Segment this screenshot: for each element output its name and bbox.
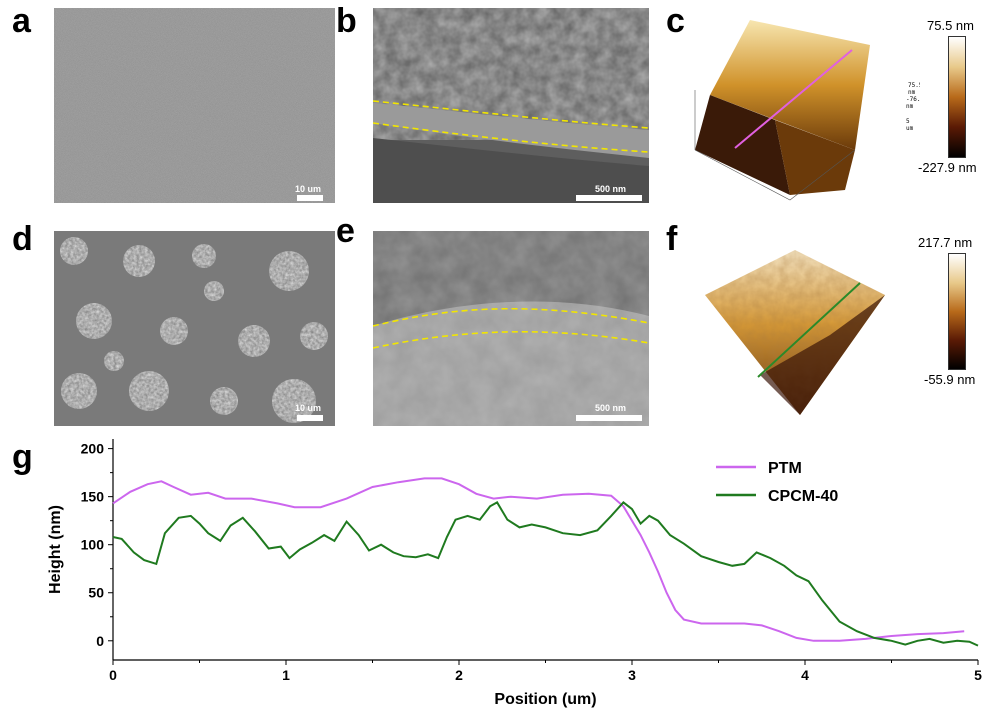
x-tick-label: 1 — [282, 667, 290, 683]
colorbar-max-c: 75.5 nm — [927, 18, 974, 33]
x-tick-label: 3 — [628, 667, 636, 683]
y-tick-label: 50 — [88, 585, 104, 601]
panel-label-a: a — [12, 2, 31, 40]
colorbar-c — [948, 36, 966, 158]
afm-image-f — [680, 225, 920, 435]
afm-image-c: 75.5 nm -76.2 nm 5 um — [680, 0, 920, 215]
x-axis-label: Position (um) — [494, 691, 596, 708]
dashed-boundary-bottom-b — [373, 122, 649, 153]
scale-label-d: 10 um — [295, 403, 322, 413]
y-axis-label: Height (nm) — [47, 505, 64, 594]
x-tick-label: 2 — [455, 667, 463, 683]
y-tick-label: 0 — [96, 633, 104, 649]
colorbar-min-f: -55.9 nm — [924, 372, 976, 387]
scale-label-b: 500 nm — [595, 184, 627, 194]
sem-image-d: 10 um — [54, 231, 335, 426]
inset-height-bottom-c: -76.2 nm — [906, 96, 920, 110]
inset-unit-c: 5 um — [906, 118, 914, 132]
panel-label-c: c — [666, 2, 685, 40]
dashed-boundary-bottom-e — [373, 331, 649, 349]
colorbar-min-c: -227.9 nm — [918, 160, 977, 175]
dashed-boundary-top-e — [373, 307, 649, 327]
scale-label-e: 500 nm — [595, 403, 627, 413]
series-line-cpcm-40 — [112, 501, 979, 647]
afm-surface-c — [694, 20, 870, 201]
sem-image-b: 500 nm — [373, 8, 649, 203]
panel-label-f: f — [666, 220, 678, 258]
scale-bar-a — [297, 195, 323, 201]
sem-cross-section-e — [373, 231, 649, 426]
legend-label-cpcm-40: CPCM-40 — [768, 488, 838, 505]
scale-bar-d — [297, 415, 323, 421]
panel-label-b: b — [336, 2, 357, 40]
legend-label-ptm: PTM — [768, 460, 802, 477]
series-layer — [112, 477, 979, 647]
colorbar-max-f: 217.7 nm — [918, 235, 973, 250]
sem-image-a: 10 um — [54, 8, 335, 203]
panel-label-g: g — [12, 438, 33, 476]
sem-image-e: 500 nm — [373, 231, 649, 426]
profile-line-f — [757, 282, 861, 378]
legend: PTM CPCM-40 — [716, 460, 838, 505]
panel-label-e: e — [336, 212, 355, 250]
y-tick-label: 100 — [81, 537, 105, 553]
sem-particles-d — [54, 231, 335, 426]
inset-height-top-c: 75.5 nm — [908, 82, 920, 96]
sem-cross-section-b — [373, 8, 649, 203]
y-tick-label: 150 — [81, 489, 105, 505]
colorbar-f — [948, 253, 966, 370]
x-tick-label: 5 — [974, 667, 982, 683]
sem-surface-texture — [54, 8, 335, 203]
series-line-ptm — [112, 477, 965, 642]
afm-surface-f — [705, 250, 885, 415]
dashed-boundary-top-b — [373, 100, 649, 129]
profile-line-c — [734, 49, 853, 149]
panel-label-d: d — [12, 220, 33, 258]
scale-label-a: 10 um — [295, 184, 322, 194]
scale-bar-e — [576, 415, 642, 421]
y-tick-label: 200 — [81, 441, 105, 457]
x-tick-label: 4 — [801, 667, 809, 683]
x-tick-label: 0 — [109, 667, 117, 683]
scale-bar-b — [576, 195, 642, 201]
